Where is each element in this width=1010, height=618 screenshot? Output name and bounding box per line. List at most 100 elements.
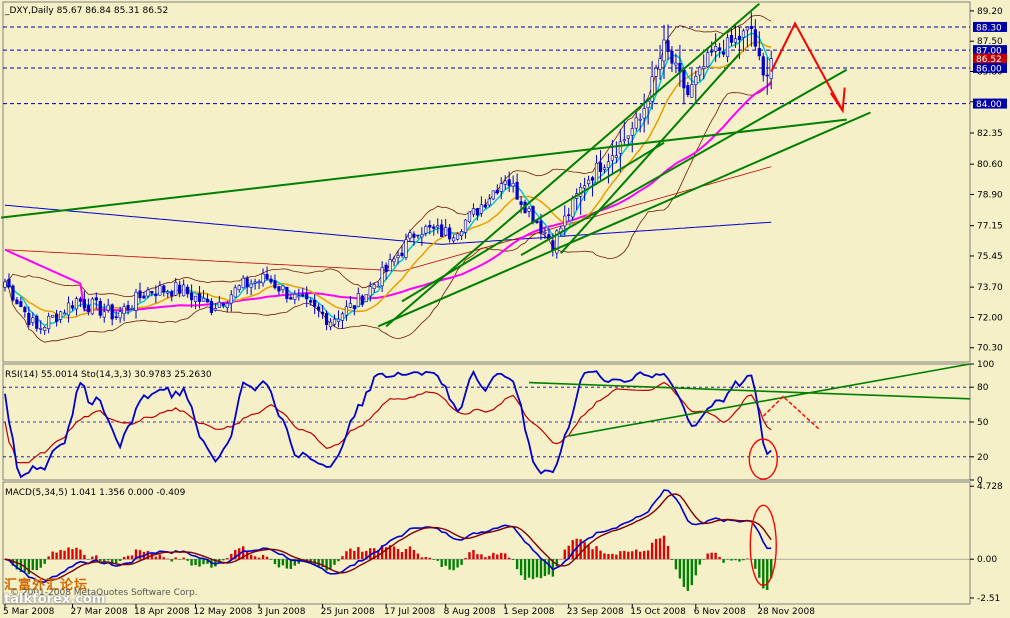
macd-histogram-bar [623,550,626,560]
macd-histogram-bar [639,551,642,560]
macd-panel [3,489,970,591]
candle-body [400,252,404,257]
osc-trendline-0 [568,363,971,437]
macd-histogram-bar [587,545,590,560]
macd-histogram-bar [91,556,94,560]
macd-histogram-bar [698,559,701,565]
macd-histogram-bar [166,558,169,560]
osc-tick-label: 80 [977,383,989,393]
macd-histogram-bar [353,550,356,560]
macd-histogram-bar [591,549,594,560]
macd-histogram-bar [718,556,721,560]
candle-body [753,29,757,47]
candle-body [666,40,670,53]
macd-histogram-bar [337,559,340,562]
panel-frame-macd [2,481,971,605]
macd-histogram-bar [55,552,58,560]
candle-body [285,286,289,299]
macd-histogram-bar [400,552,404,560]
macd-histogram-bar [682,559,686,588]
macd-histogram-bar [190,559,193,566]
stochastic-line [4,369,772,479]
price-tick-label: 87.50 [977,37,1003,47]
candle-body [424,226,428,234]
macd-histogram-bar [766,559,769,590]
macd-histogram-bar [186,559,189,561]
macd-histogram-bar [635,549,638,560]
macd-histogram-bar [607,553,610,560]
candle-body [372,284,376,290]
candle-body [19,301,23,308]
macd-histogram-bar [448,559,451,570]
macd-highlight-circle [749,504,777,587]
macd-histogram-bar [694,559,697,576]
macd-histogram-bar [226,557,229,560]
candle-body [197,293,202,302]
candle-body [225,303,229,308]
candle-body [698,67,702,76]
macd-histogram-bar [118,559,122,561]
macd-histogram-bar [706,553,709,560]
candle-body [106,304,110,311]
price-tick-label: 75.45 [977,252,1003,262]
macd-histogram-bar [734,559,737,561]
macd-histogram-bar [103,559,106,563]
candle-body [368,286,372,297]
candle-body [515,181,519,200]
candle-body [293,293,297,300]
candle-body [328,321,333,328]
macd-histogram-bar [480,554,483,560]
macd-tick-label: 4.728 [977,482,1003,492]
candle-body [174,282,178,296]
macd-histogram-bar [230,553,233,560]
x-tick-label: 6 Nov 2008 [694,607,746,617]
candle-body [122,306,126,315]
candle-body [182,284,186,297]
candle-body [586,179,591,185]
price-label-box [973,62,1007,73]
candle-body [555,230,559,254]
candle-body [571,197,575,218]
macd-histogram-bar [738,559,741,562]
price-label: 86.00 [976,64,1002,74]
candle-body [602,167,607,170]
macd-histogram-bar [670,559,674,561]
macd-histogram-bar [488,555,491,560]
candle-body [376,285,380,288]
macd-histogram-bar [476,554,479,560]
candle-body [618,141,622,154]
macd-histogram-bar [579,539,582,560]
candle-body [471,208,476,215]
osc-trendline-1 [529,381,971,400]
candle-body [404,239,408,258]
macd-histogram-bar [642,550,646,560]
price-tick-label: 89.20 [977,7,1003,17]
candle-body [388,259,392,272]
macd-histogram-bar [122,557,126,560]
macd-histogram-bar [722,559,725,563]
macd-histogram-bar [218,559,221,563]
candle-body [626,135,630,139]
macd-histogram-bar [321,559,324,568]
x-tick-label: 3 Jun 2008 [257,607,306,617]
macd-histogram-bar [146,550,150,560]
candle-body [642,108,646,119]
macd-histogram-bar [547,559,551,575]
macd-histogram-bar [416,553,420,560]
macd-histogram-bar [170,559,173,562]
candle-body [467,211,472,223]
candle-body [27,312,31,325]
macd-histogram-bar [19,559,23,572]
macd-histogram-bar [234,549,237,560]
macd-histogram-bar [408,546,412,560]
ma-long-line [4,204,772,245]
macd-histogram-bar [654,538,658,560]
candle-body [320,311,325,315]
osc-tick-label: 20 [977,453,989,463]
osc-tick-label: 0 [977,476,983,486]
candle-body [289,297,293,300]
macd-histogram-bar [595,546,598,560]
candle-body [694,76,698,86]
